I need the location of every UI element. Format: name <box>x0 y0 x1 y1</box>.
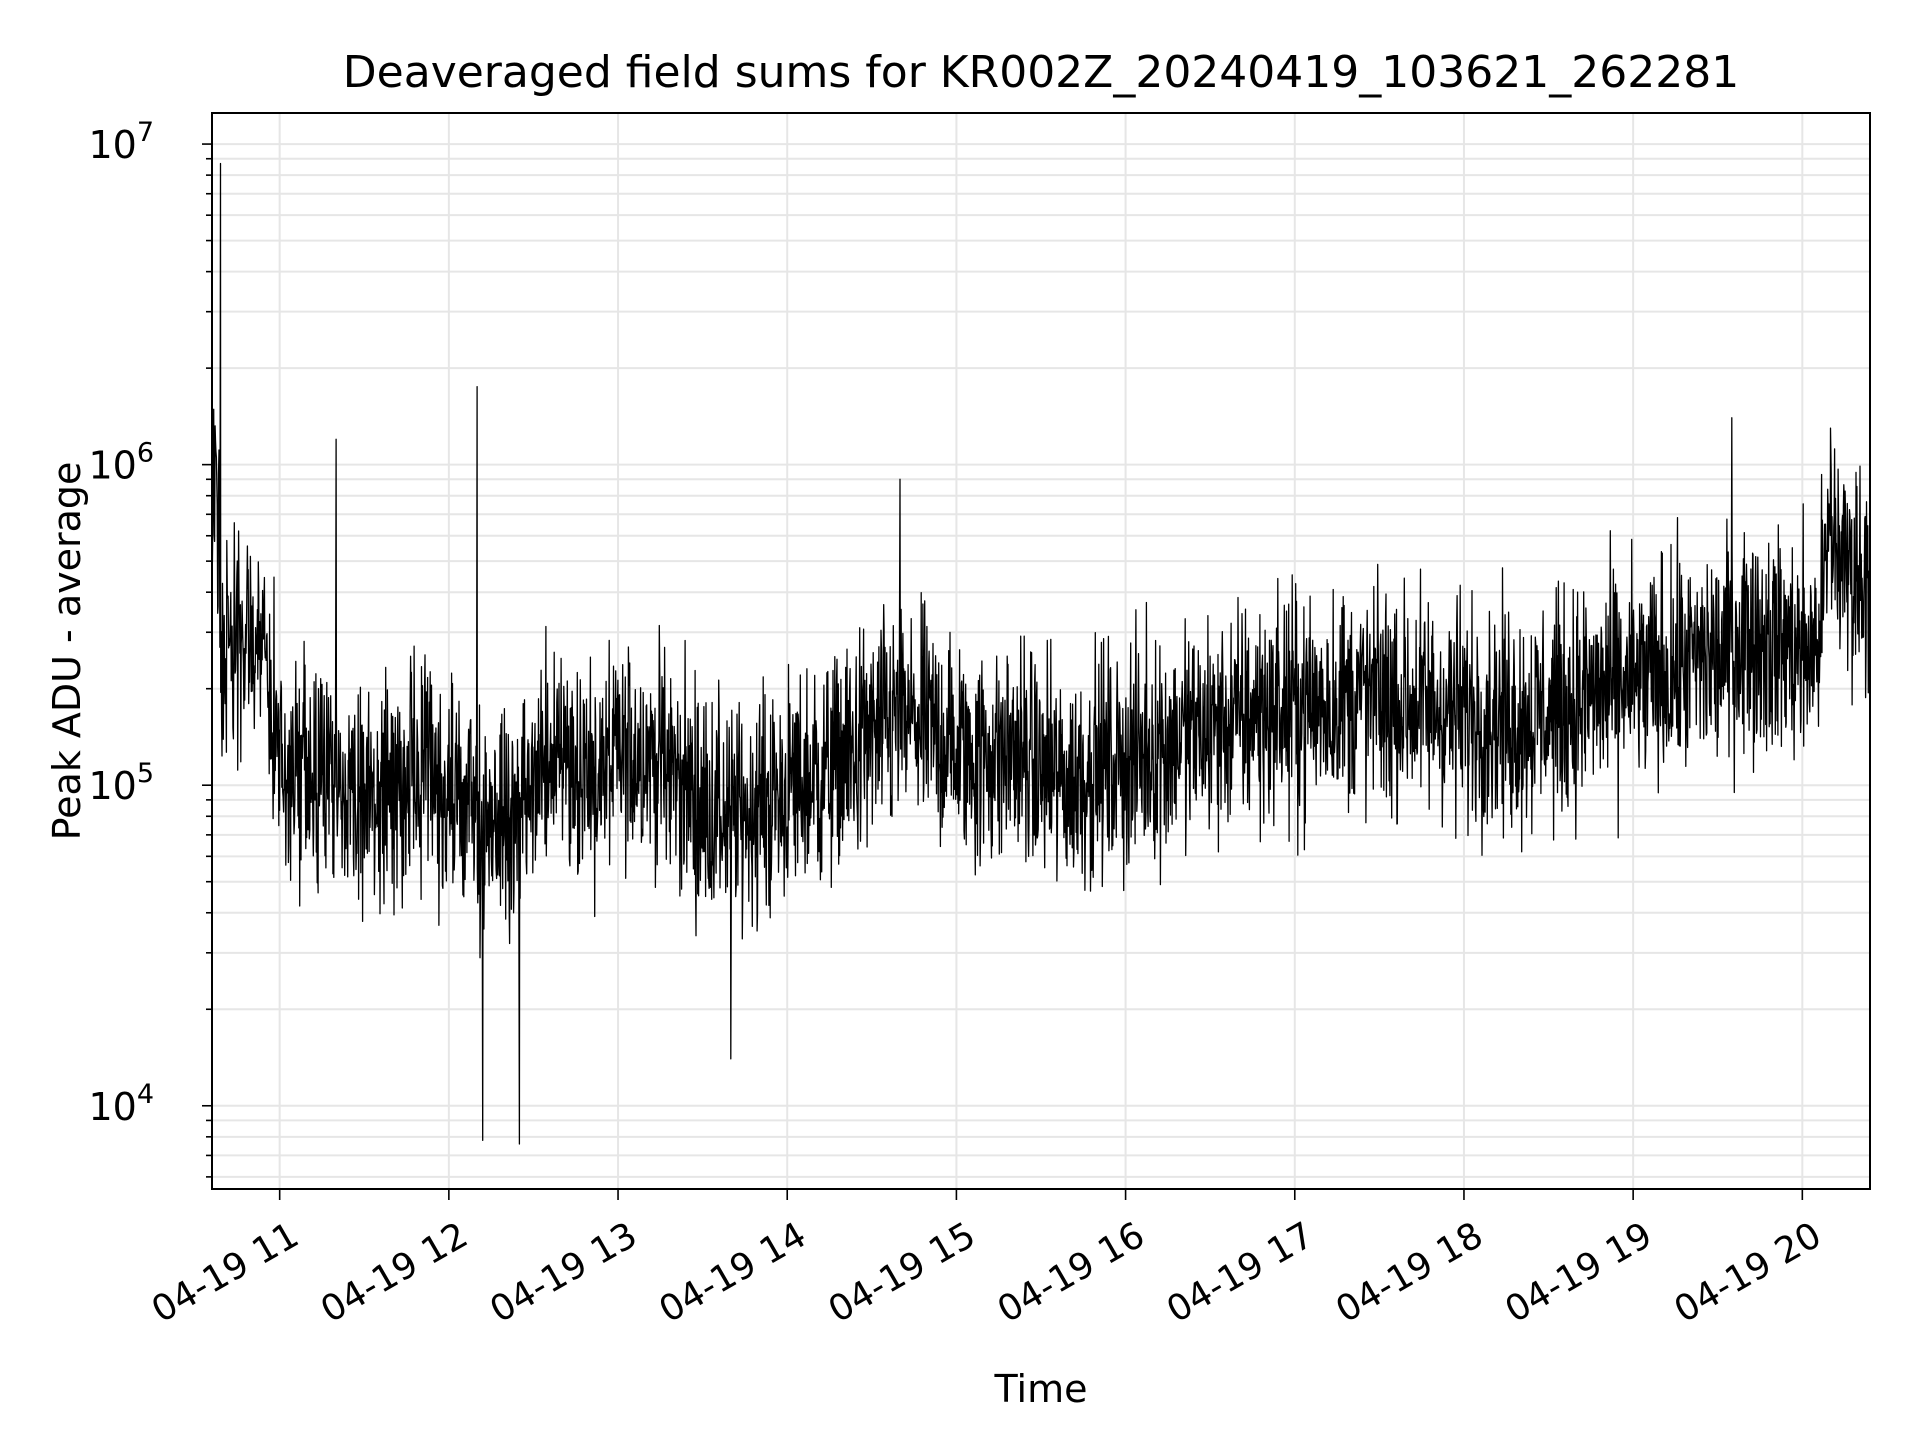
grid-lines <box>212 113 1870 1189</box>
y-tick-label: 105 <box>88 758 154 808</box>
series-layer <box>211 162 1871 1145</box>
y-tick-label: 106 <box>88 438 154 488</box>
y-axis-label: Peak ADU - average <box>45 462 89 841</box>
plot-frame <box>211 112 1871 1190</box>
y-tick-label: 107 <box>88 117 154 167</box>
chart-title: Deaveraged field sums for KR002Z_2024041… <box>343 47 1739 98</box>
series-line <box>211 162 1871 1145</box>
x-axis-label: Time <box>994 1367 1088 1411</box>
y-axis: 104 105 106 107 <box>88 117 212 1178</box>
y-tick-label: 104 <box>88 1079 154 1129</box>
